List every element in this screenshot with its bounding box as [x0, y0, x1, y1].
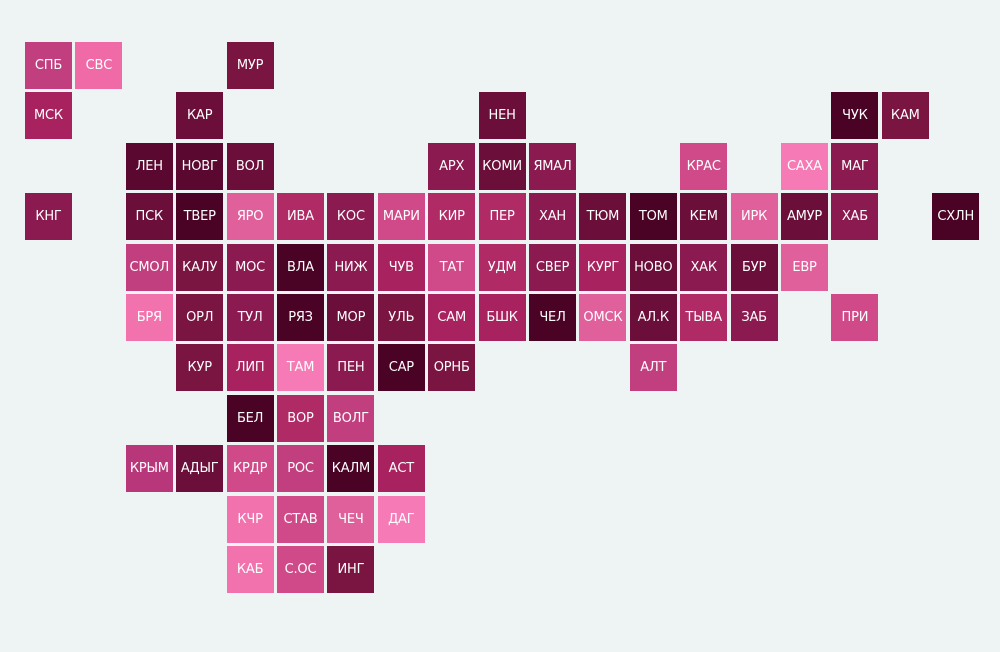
- region-tile: ТЫВА: [680, 294, 728, 341]
- region-tile: КУР: [176, 344, 224, 392]
- region-tile: МУР: [226, 42, 274, 89]
- region-tile: МАГ: [831, 142, 879, 190]
- region-tile: АМУР: [781, 193, 828, 241]
- region-tile: ПЕН: [327, 344, 375, 392]
- region-tile: ЧУК: [831, 92, 879, 140]
- region-tile: УЛЬ: [377, 294, 425, 341]
- region-tile: ЧУВ: [377, 243, 425, 291]
- region-tile: КАМ: [881, 92, 929, 140]
- region-tile: КОМИ: [478, 142, 526, 190]
- region-tile: ЯРО: [226, 193, 274, 241]
- region-tile: СМОЛ: [125, 243, 173, 291]
- region-tile: САМ: [428, 294, 476, 341]
- region-tile: НОВО: [629, 243, 677, 291]
- region-tile: СТАВ: [277, 495, 324, 543]
- region-tile: СПБ: [25, 42, 72, 89]
- region-tile: ОРНБ: [428, 344, 476, 392]
- region-tile: КРЫМ: [125, 445, 173, 493]
- region-tile: МОР: [327, 294, 375, 341]
- region-tile: КАЛМ: [327, 445, 375, 493]
- region-tile: КИР: [428, 193, 476, 241]
- region-tile: ЛИП: [226, 344, 274, 392]
- region-tile: МОС: [226, 243, 274, 291]
- region-tile: МАРИ: [377, 193, 425, 241]
- region-tile: МСК: [25, 92, 72, 140]
- region-tile: БШК: [478, 294, 526, 341]
- region-tile: КОС: [327, 193, 375, 241]
- region-tile: КУРГ: [579, 243, 627, 291]
- region-tile: ХАК: [680, 243, 728, 291]
- region-tile: КРДР: [226, 445, 274, 493]
- region-tile: ЗАБ: [730, 294, 778, 341]
- region-tile: ТЮМ: [579, 193, 627, 241]
- region-tile: ПРИ: [831, 294, 879, 341]
- region-tile: ТОМ: [629, 193, 677, 241]
- region-tile: ЛЕН: [125, 142, 173, 190]
- region-tile: ИРК: [730, 193, 778, 241]
- region-tile: ХАБ: [831, 193, 879, 241]
- region-tile: АДЫГ: [176, 445, 224, 493]
- region-tile: ВОЛГ: [327, 394, 375, 442]
- region-tile: БРЯ: [125, 294, 173, 341]
- region-tile: ОРЛ: [176, 294, 224, 341]
- region-tile: С.ОС: [277, 546, 324, 593]
- region-tile: ТАМ: [277, 344, 324, 392]
- region-tile: ИНГ: [327, 546, 375, 593]
- region-tile: РЯЗ: [277, 294, 324, 341]
- region-tile: ИВА: [277, 193, 324, 241]
- region-tile: АЛ.К: [629, 294, 677, 341]
- region-tile: ХАН: [529, 193, 576, 241]
- region-tile: ВОЛ: [226, 142, 274, 190]
- region-tile: ЕВР: [781, 243, 828, 291]
- region-tile: ПСК: [125, 193, 173, 241]
- region-tile: КЕМ: [680, 193, 728, 241]
- region-tile: СВС: [75, 42, 123, 89]
- region-tile: АЛТ: [629, 344, 677, 392]
- region-tile: ВОР: [277, 394, 324, 442]
- region-tile: АСТ: [377, 445, 425, 493]
- region-tile: ТУЛ: [226, 294, 274, 341]
- region-tile: ТВЕР: [176, 193, 224, 241]
- region-tile: ВЛА: [277, 243, 324, 291]
- region-tile: САХА: [781, 142, 828, 190]
- region-tile: ДАГ: [377, 495, 425, 543]
- region-tile: ТАТ: [428, 243, 476, 291]
- region-tile: КЧР: [226, 495, 274, 543]
- region-tile: САР: [377, 344, 425, 392]
- region-tile: КАЛУ: [176, 243, 224, 291]
- region-tile: КНГ: [25, 193, 72, 241]
- region-tile: НИЖ: [327, 243, 375, 291]
- region-tile: ЧЕЛ: [529, 294, 576, 341]
- region-tile: КАР: [176, 92, 224, 140]
- region-tile: УДМ: [478, 243, 526, 291]
- region-tile: ПЕР: [478, 193, 526, 241]
- region-tile: БУР: [730, 243, 778, 291]
- region-tile: СХЛН: [932, 193, 980, 241]
- region-tile: НЕН: [478, 92, 526, 140]
- region-tile: ЧЕЧ: [327, 495, 375, 543]
- region-tile: СВЕР: [529, 243, 576, 291]
- region-tile: КАБ: [226, 546, 274, 593]
- region-tile: РОС: [277, 445, 324, 493]
- region-tile: КРАС: [680, 142, 728, 190]
- region-tile: АРХ: [428, 142, 476, 190]
- region-tile: ЯМАЛ: [529, 142, 576, 190]
- region-tile: ОМСК: [579, 294, 627, 341]
- region-tile: БЕЛ: [226, 394, 274, 442]
- region-tile: НОВГ: [176, 142, 224, 190]
